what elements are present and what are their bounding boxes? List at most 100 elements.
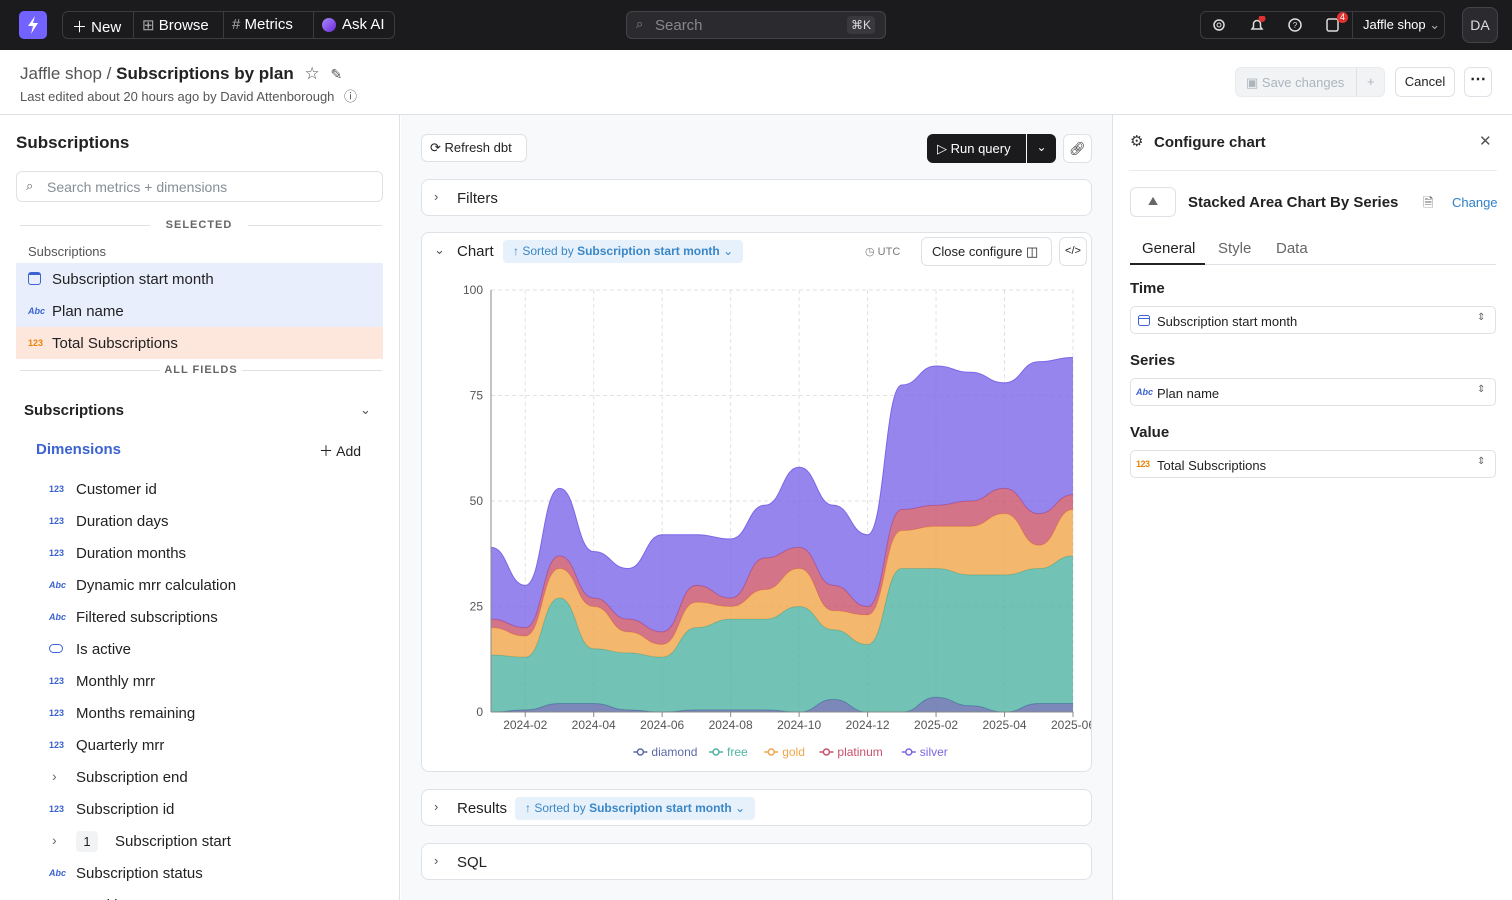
run-query-button[interactable]: ▷ Run query: [927, 134, 1026, 163]
collapse-icon[interactable]: ⌄: [434, 242, 445, 257]
sort-prefix: Sorted by: [522, 244, 574, 258]
field-row[interactable]: 123Weekly mrr: [16, 889, 383, 900]
chart-type-icon[interactable]: ⛰︎: [1130, 187, 1176, 217]
breadcrumb-project[interactable]: Jaffle shop: [20, 64, 102, 83]
ai-icon: [322, 18, 336, 32]
field-row[interactable]: 123 Subscription id: [16, 793, 383, 825]
sql-card[interactable]: › SQL: [421, 843, 1092, 880]
results-card[interactable]: › Results ↑ Sorted by Subscription start…: [421, 789, 1092, 826]
number-icon: 123: [49, 516, 65, 526]
nav-metrics[interactable]: # Metrics: [232, 16, 293, 33]
x-tick-label: 2025-04: [983, 718, 1027, 732]
tab-general[interactable]: General: [1142, 240, 1196, 257]
field-row[interactable]: 123 Monthly mrr: [16, 665, 383, 697]
nav-new[interactable]: ＋ New: [72, 19, 122, 36]
avatar[interactable]: DA: [1462, 7, 1498, 43]
area-series: [491, 697, 1073, 712]
field-row[interactable]: Abc Filtered subscriptions: [16, 601, 383, 633]
more-button[interactable]: ⋯: [1464, 67, 1492, 97]
logo-icon: [28, 16, 38, 34]
field-row[interactable]: › 1 Subscription start: [16, 825, 383, 857]
project-switcher[interactable]: Jaffle shop ⌄: [1363, 17, 1441, 32]
tab-data[interactable]: Data: [1276, 240, 1308, 257]
field-label: Subscription start: [115, 833, 231, 850]
logo[interactable]: [19, 11, 47, 39]
legend-marker: [905, 748, 913, 756]
select-caret: ⇕: [1477, 456, 1486, 467]
settings-icon[interactable]: [1210, 16, 1228, 34]
run-options[interactable]: ⌄: [1027, 134, 1056, 163]
last-edited: Last edited about 20 hours ago by David …: [20, 86, 357, 105]
code-button[interactable]: </>: [1059, 237, 1087, 266]
expand-icon[interactable]: ›: [52, 768, 57, 784]
time-select[interactable]: Subscription start month ⇕: [1130, 306, 1496, 334]
field-row[interactable]: 123 Quarterly mrr: [16, 729, 383, 761]
series-value: Plan name: [1157, 386, 1220, 401]
gear-icon: ⚙: [1130, 133, 1144, 150]
selected-field[interactable]: Abc Plan name: [16, 295, 383, 327]
close-label: Close configure: [932, 244, 1023, 259]
selected-field[interactable]: 123 Total Subscriptions: [16, 327, 383, 359]
sort-field: Subscription start month: [589, 801, 732, 815]
table-collapse[interactable]: ⌄: [360, 402, 371, 417]
field-row[interactable]: 123 Customer id: [16, 473, 383, 505]
field-row[interactable]: 123 Duration months: [16, 537, 383, 569]
field-row[interactable]: 123 Duration days: [16, 505, 383, 537]
divider: [1356, 68, 1357, 96]
filters-card[interactable]: › Filters: [421, 179, 1092, 216]
nav-ask-ai[interactable]: Ask AI: [342, 16, 385, 33]
sql-title: SQL: [457, 854, 488, 871]
field-row[interactable]: › Subscription end: [16, 761, 383, 793]
close-configure-button[interactable]: Close configure ◫: [921, 237, 1052, 266]
x-tick-label: 2024-08: [709, 718, 753, 732]
close-config[interactable]: ✕: [1479, 133, 1492, 150]
legend-marker: [822, 748, 831, 756]
nav-browse[interactable]: ⊞ Browse: [142, 17, 209, 34]
cancel-button[interactable]: Cancel: [1395, 67, 1455, 97]
field-label: Duration days: [76, 513, 169, 530]
notifications-icon[interactable]: [1248, 16, 1266, 34]
expand-icon: ›: [434, 853, 439, 868]
value-select[interactable]: 123 Total Subscriptions ⇕: [1130, 450, 1496, 478]
star-icon[interactable]: ☆: [304, 64, 320, 83]
search-box[interactable]: ⌕ Search ⌘K: [626, 11, 886, 39]
edit-icon[interactable]: ✎: [330, 66, 343, 82]
tab-style[interactable]: Style: [1218, 240, 1252, 257]
legend-label: free: [727, 745, 748, 759]
legend-label: silver: [920, 745, 948, 759]
expand-icon: ›: [434, 189, 439, 204]
sort-pill[interactable]: ↑ Sorted by Subscription start month ⌄: [515, 797, 756, 820]
legend-marker: [767, 748, 775, 756]
tasks-icon[interactable]: [1324, 16, 1342, 34]
add-dimension[interactable]: ＋ Add: [319, 443, 362, 459]
timezone-label: UTC: [877, 246, 901, 258]
field-row[interactable]: Is active: [16, 633, 383, 665]
sort-pill[interactable]: ↑ Sorted by Subscription start month ⌄: [503, 240, 744, 263]
divider: [20, 225, 150, 226]
field-row[interactable]: Abc Subscription status: [16, 857, 383, 889]
help-icon[interactable]: ?: [1286, 16, 1304, 34]
x-tick-label: 2024-12: [846, 718, 890, 732]
field-row[interactable]: Abc Dynamic mrr calculation: [16, 569, 383, 601]
chart-type-name: Stacked Area Chart By Series: [1188, 194, 1399, 211]
info-icon[interactable]: ⓘ: [344, 89, 358, 104]
series-select[interactable]: Abc Plan name ⇕: [1130, 378, 1496, 406]
nav-tools: [1200, 11, 1445, 39]
divider: [242, 370, 382, 371]
refresh-button[interactable]: ⟳ Refresh dbt: [421, 134, 527, 162]
selected-field[interactable]: Subscription start month: [16, 263, 383, 295]
table-name[interactable]: Subscriptions: [24, 402, 125, 419]
series-line: [490, 357, 1074, 586]
calendar-icon: [1138, 315, 1150, 326]
field-search[interactable]: ⌕ Search metrics + dimensions: [16, 171, 383, 202]
explorer: Subscriptions ⌕ Search metrics + dimensi…: [0, 115, 400, 900]
expand-icon[interactable]: ›: [52, 832, 57, 848]
field-row[interactable]: 123 Months remaining: [16, 697, 383, 729]
top-nav: ＋ New ⊞ Browse # Metrics Ask AI ⌕ Search…: [0, 0, 1512, 50]
config-title: Configure chart: [1154, 134, 1266, 151]
series-label: Series: [1130, 352, 1176, 369]
field-label: Monthly mrr: [76, 673, 156, 690]
number-icon: 123: [49, 484, 65, 494]
share-link[interactable]: 🔗︎: [1063, 134, 1092, 163]
change-chart[interactable]: Change: [1452, 195, 1498, 210]
